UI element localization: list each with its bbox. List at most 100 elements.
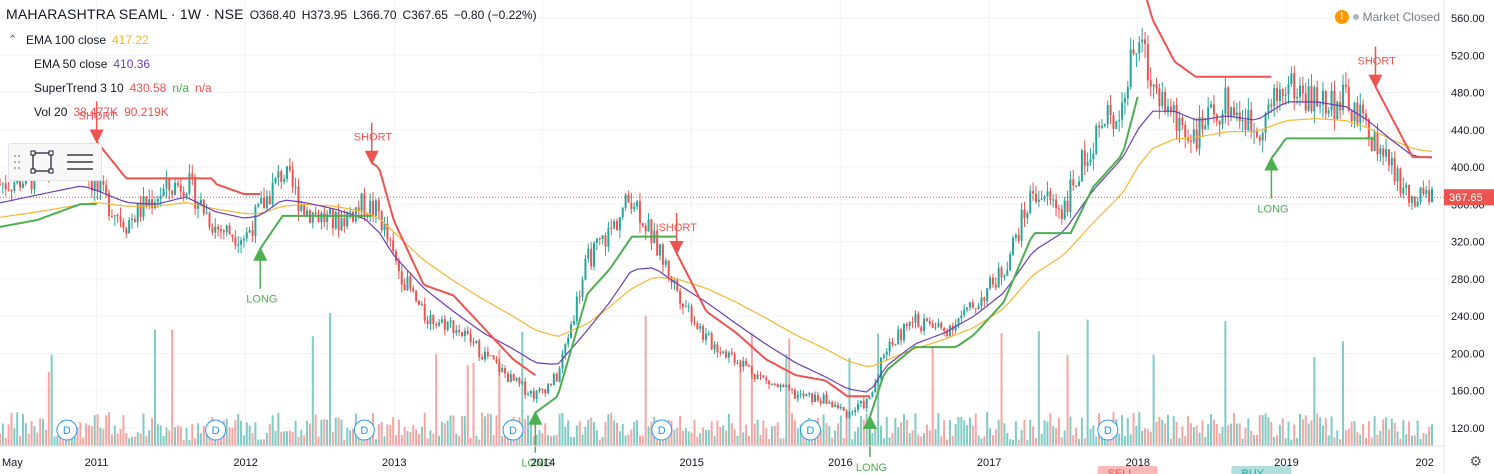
volume-bar <box>1155 421 1158 446</box>
volume-bar <box>848 357 851 446</box>
candle-body <box>1258 136 1261 141</box>
candle-body <box>552 373 555 386</box>
drawing-toolbox[interactable] <box>8 143 102 181</box>
candle-body <box>174 182 177 195</box>
candle-body <box>1373 132 1376 152</box>
candle-body <box>676 280 679 291</box>
candle-body <box>1037 199 1040 202</box>
legend-supertrend[interactable]: SuperTrend 3 10 430.58 n/a n/a <box>34 81 212 95</box>
gear-icon[interactable]: ⚙ <box>1469 453 1482 469</box>
candle-body <box>716 344 719 353</box>
volume-bar <box>1169 438 1172 446</box>
candle-body <box>524 381 527 395</box>
candle-body <box>587 248 590 259</box>
legend-ema50-label: EMA 50 close <box>34 57 108 71</box>
candle-body <box>452 320 455 333</box>
volume-bar <box>928 430 931 446</box>
candle-body <box>736 362 739 364</box>
volume-bar <box>1390 418 1393 446</box>
candle-body <box>753 374 756 380</box>
volume-bar <box>607 414 610 446</box>
volume-bar <box>162 436 165 446</box>
candle-body <box>326 213 329 222</box>
volume-bar <box>194 438 197 446</box>
price-tick: 520.00 <box>1451 50 1485 62</box>
volume-bar <box>1396 431 1399 446</box>
candle-body <box>280 171 283 182</box>
volume-bar <box>1224 321 1227 446</box>
symbol-title[interactable]: MAHARASHTRA SEAML · 1W · NSE <box>6 6 244 22</box>
volume-bar <box>748 435 751 446</box>
candle-body <box>420 304 423 306</box>
volume-bar <box>1034 438 1037 446</box>
candle-body <box>1410 196 1413 203</box>
candle-body <box>578 296 581 298</box>
volume-bar <box>145 436 148 446</box>
legend-volume[interactable]: Vol 20 38.477K 90.219K <box>34 105 169 119</box>
candle-body <box>957 318 960 325</box>
ema100-line <box>0 118 1433 368</box>
candle-body <box>977 306 980 310</box>
volume-bar <box>834 430 837 446</box>
volume-bar <box>1014 421 1017 446</box>
candle-body <box>228 225 231 235</box>
candle-body <box>848 412 851 419</box>
volume-bar <box>1247 418 1250 446</box>
volume-bar <box>440 421 443 446</box>
candle-body <box>538 388 541 391</box>
volume-bar <box>1129 434 1132 446</box>
candle-body <box>1396 168 1399 182</box>
legend-supertrend-extra2: n/a <box>195 81 212 95</box>
candle-body <box>891 341 894 345</box>
legend-volume-label: Vol 20 <box>34 105 68 119</box>
volume-bar <box>581 434 584 446</box>
volume-bar <box>400 435 403 446</box>
volume-bar <box>409 432 412 446</box>
volume-bar <box>1382 419 1385 446</box>
price-candles <box>0 27 1433 421</box>
volume-bar <box>1376 434 1379 446</box>
volume-bar <box>369 437 372 446</box>
volume-bar <box>1344 430 1347 446</box>
time-tick: 2012 <box>233 457 257 469</box>
candle-body <box>704 333 707 340</box>
volume-bar <box>165 427 168 446</box>
candle-body <box>914 314 917 323</box>
volume-bar <box>659 435 662 446</box>
alert-icon[interactable]: ! <box>1334 10 1349 24</box>
candle-body <box>185 193 188 197</box>
volume-bar <box>595 430 598 446</box>
candle-body <box>1298 85 1301 97</box>
volume-bar <box>105 415 108 446</box>
long-label: LONG <box>246 294 277 306</box>
candle-body <box>1172 104 1175 113</box>
volume-bar <box>79 422 82 446</box>
volume-bar <box>1319 417 1322 446</box>
volume-bar <box>788 338 791 446</box>
volume-bar <box>954 424 957 446</box>
volume-bar <box>1342 341 1345 446</box>
volume-bar <box>943 420 946 446</box>
candle-body <box>113 215 116 217</box>
volume-bar <box>796 428 799 446</box>
legend-ema50[interactable]: EMA 50 close 410.36 <box>34 57 150 71</box>
volume-bar <box>564 426 567 446</box>
candle-body <box>1135 53 1138 55</box>
volume-bar <box>455 433 458 446</box>
candle-body <box>1413 196 1416 207</box>
candle-body <box>475 340 478 344</box>
volume-bar <box>1313 356 1316 446</box>
candle-body <box>1227 87 1230 117</box>
legend-ema100[interactable]: ⌃ EMA 100 close 417.22 <box>8 33 149 47</box>
volume-bar <box>472 362 475 446</box>
candle-body <box>825 394 828 404</box>
candle-body <box>762 375 765 378</box>
candle-body <box>1422 187 1425 194</box>
volume-bar <box>1055 428 1058 446</box>
collapse-icon[interactable]: ⌃ <box>8 34 18 46</box>
volume-bar <box>1029 419 1032 446</box>
time-axis[interactable]: May 2011 2012 2013 2014 2015 2016 2017 2018 2019 2… <box>0 445 1444 474</box>
